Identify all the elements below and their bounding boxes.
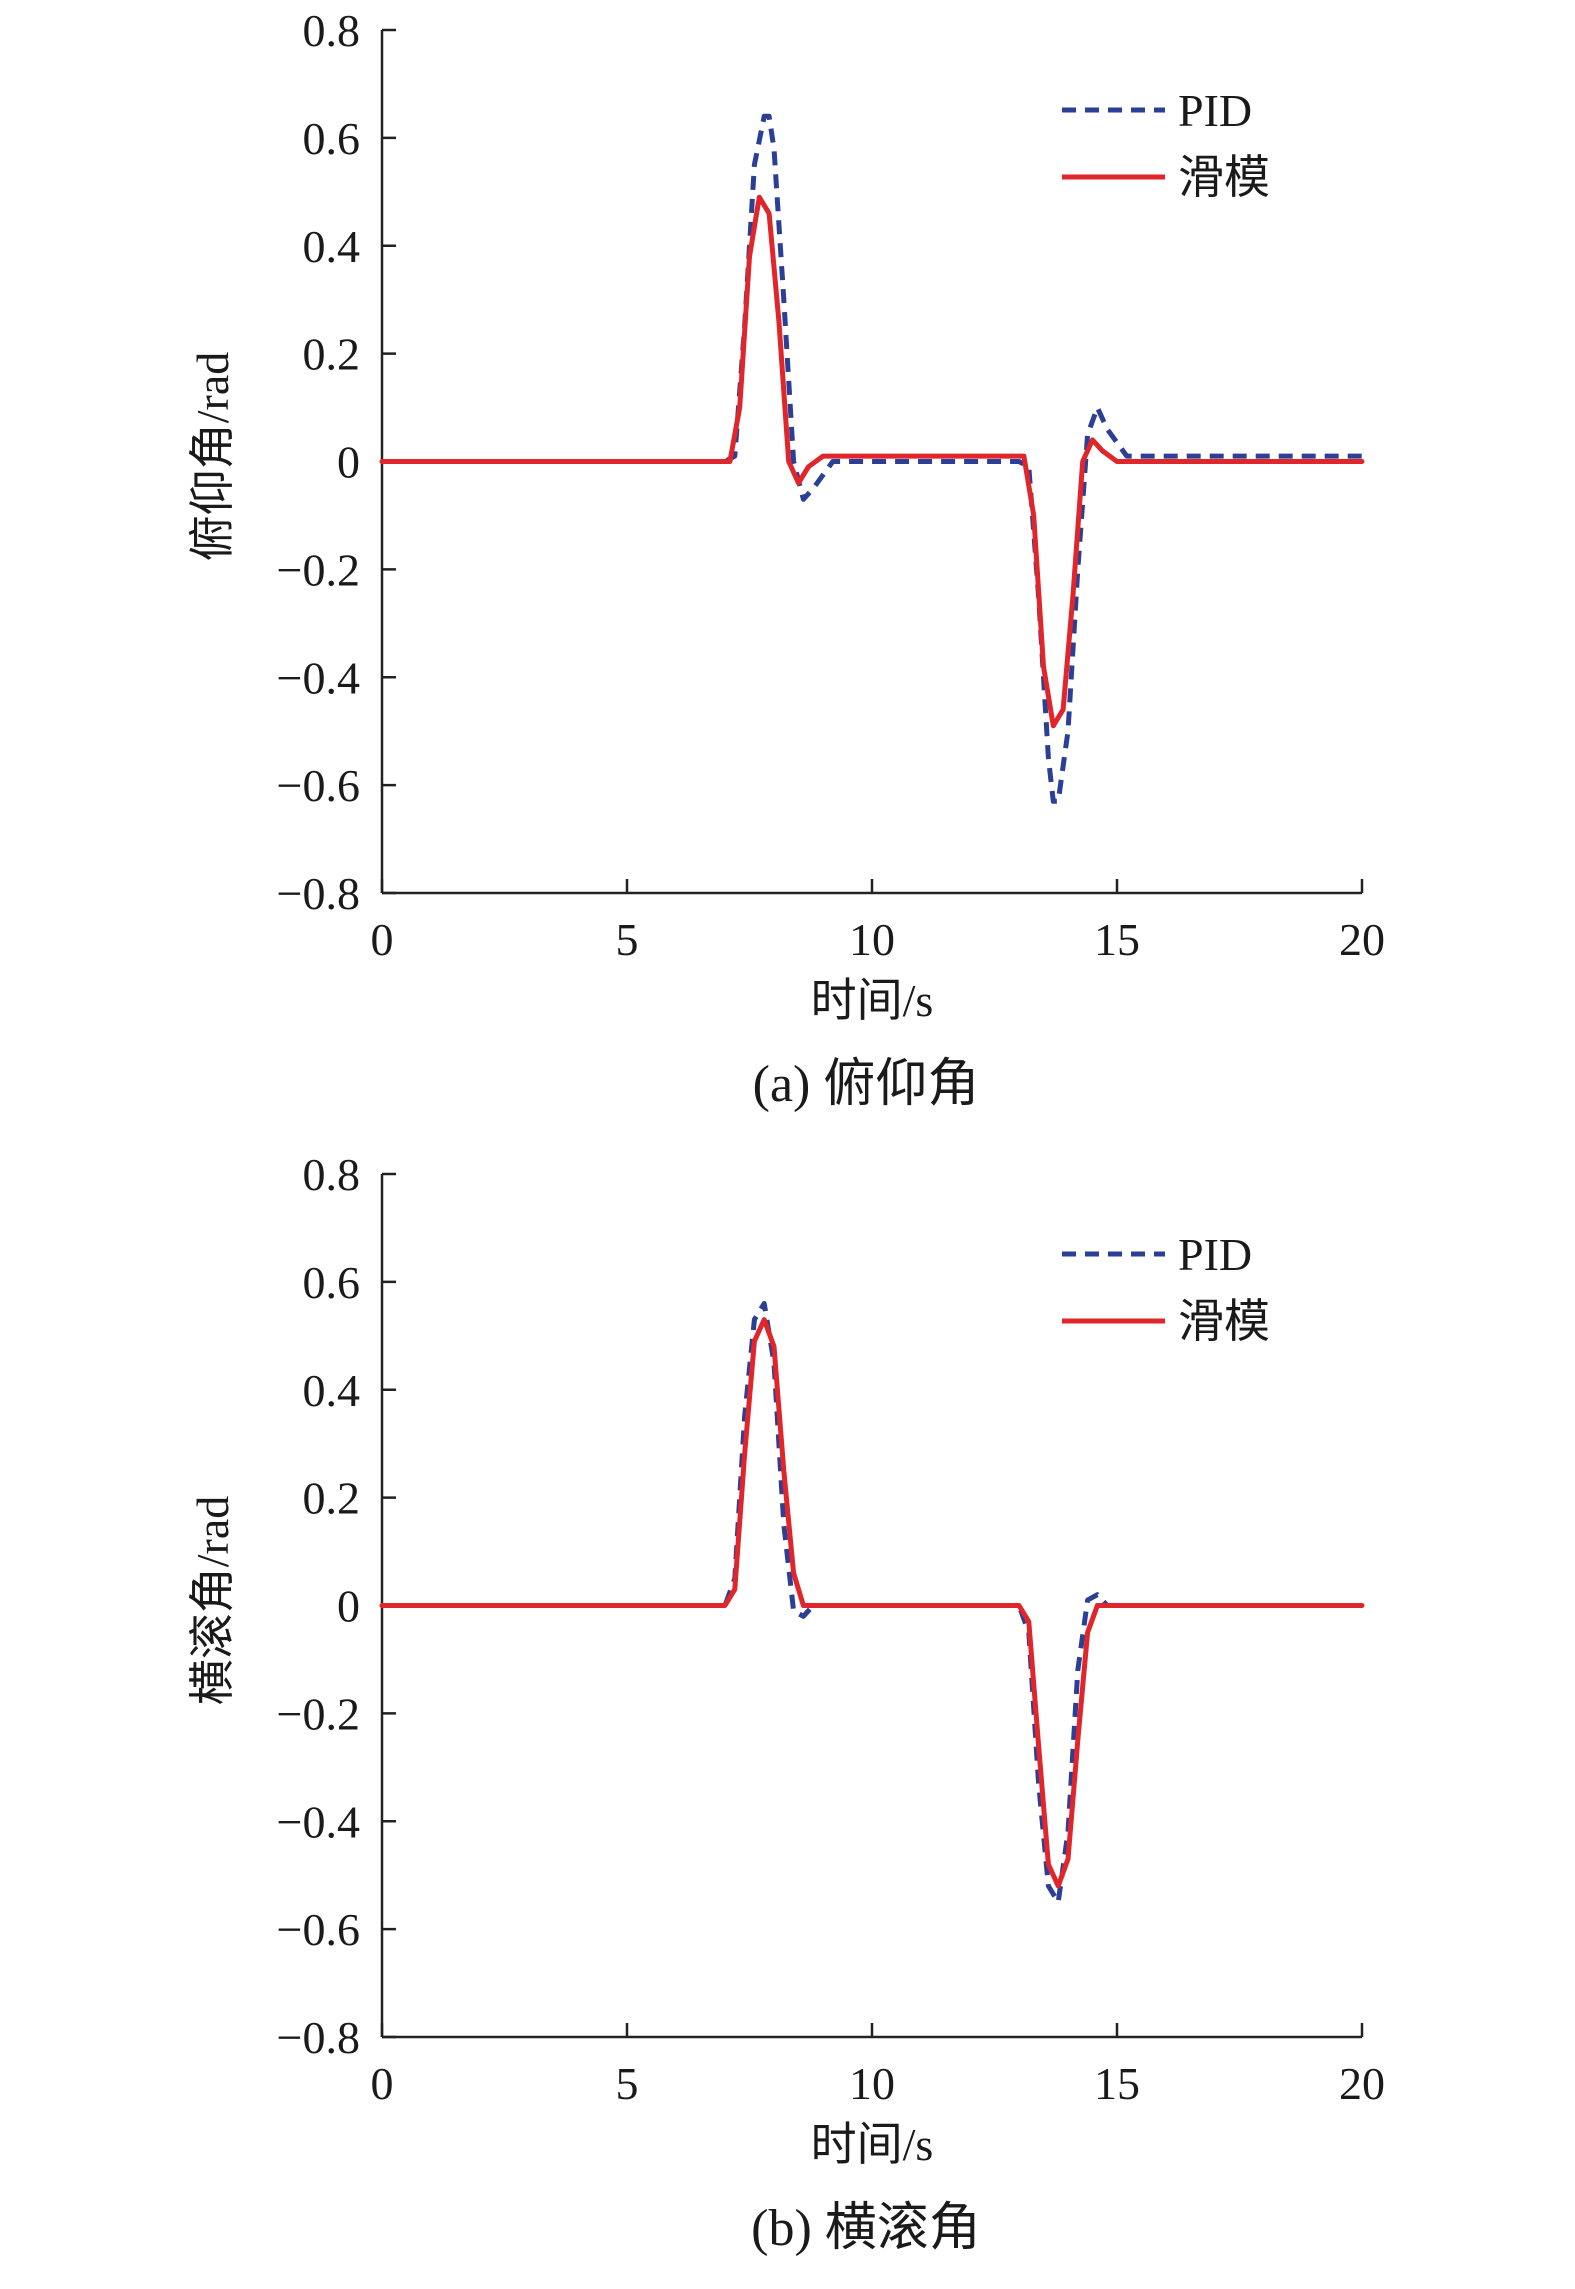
legend-label: 滑模: [1178, 1296, 1270, 1347]
x-tick-label: 0: [371, 914, 394, 965]
y-tick-label: 0.2: [303, 1473, 361, 1524]
y-tick-label: −0.2: [277, 1688, 360, 1739]
x-axis-title: 时间/s: [811, 2119, 934, 2170]
y-tick-label: −0.6: [277, 1904, 360, 1955]
figure-caption: (b) 横滚角: [751, 2200, 981, 2257]
y-tick-label: 0.2: [303, 329, 361, 380]
x-axis-title: 时间/s: [811, 975, 934, 1026]
x-tick-label: 10: [849, 2058, 895, 2109]
x-tick-label: 15: [1094, 914, 1140, 965]
y-tick-label: −0.2: [277, 544, 360, 595]
roll-chart: 0.80.60.40.20−0.2−0.4−0.6−0.80 5 10 15 20时间/…: [187, 1149, 1385, 2257]
pitch-chart: 0.80.60.40.20−0.2−0.4−0.6−0.80 5 10 15 20时间/…: [187, 5, 1385, 1113]
legend-label: PID: [1178, 85, 1252, 136]
chart-panel-pitch: 0.8 0.6 0.4 0.2 0 −0.2 −0.4 −0.6 −0.8 0 5 10 15 20 时间/…: [0, 0, 1575, 1144]
x-tick-label: 0: [371, 2058, 394, 2109]
y-tick-label: 0.4: [303, 221, 361, 272]
y-tick-label: 0: [337, 1581, 360, 1632]
y-tick-label: −0.4: [277, 652, 360, 703]
y-tick-label: −0.8: [277, 868, 360, 919]
x-tick-label: 10: [849, 914, 895, 965]
y-tick-label: −0.8: [277, 2012, 360, 2063]
series-line-sliding-mode: [379, 194, 1365, 729]
legend-label: PID: [1178, 1229, 1252, 1280]
y-tick-label: 0.6: [303, 1257, 361, 1308]
series-line-pid: [382, 1301, 1362, 1905]
y-tick-label: −0.6: [277, 760, 360, 811]
chart-panel-roll: 0.8 0.6 0.4 0.2 0 −0.2 −0.4 −0.6 −0.8 0 5 10 15 20 时间/…: [0, 1144, 1575, 2288]
y-axis-title: 俯仰角/rad: [187, 352, 238, 562]
x-tick-label: 20: [1339, 914, 1385, 965]
y-tick-label: 0.8: [303, 5, 361, 56]
y-tick-label: −0.4: [277, 1796, 360, 1847]
series-line-sliding-mode: [379, 1317, 1365, 1889]
y-tick-label: 0: [337, 437, 360, 488]
series-line-pid: [382, 113, 1362, 804]
y-tick-label: 0.8: [303, 1149, 361, 1200]
y-axis-title: 横滚角/rad: [187, 1496, 238, 1706]
x-tick-label: 5: [616, 2058, 639, 2109]
figure-caption: (a) 俯仰角: [753, 1056, 980, 1113]
y-tick-label: 0.6: [303, 113, 361, 164]
x-tick-label: 20: [1339, 2058, 1385, 2109]
x-tick-label: 15: [1094, 2058, 1140, 2109]
y-tick-label: 0.4: [303, 1365, 361, 1416]
x-tick-label: 5: [616, 914, 639, 965]
legend-label: 滑模: [1178, 152, 1270, 203]
